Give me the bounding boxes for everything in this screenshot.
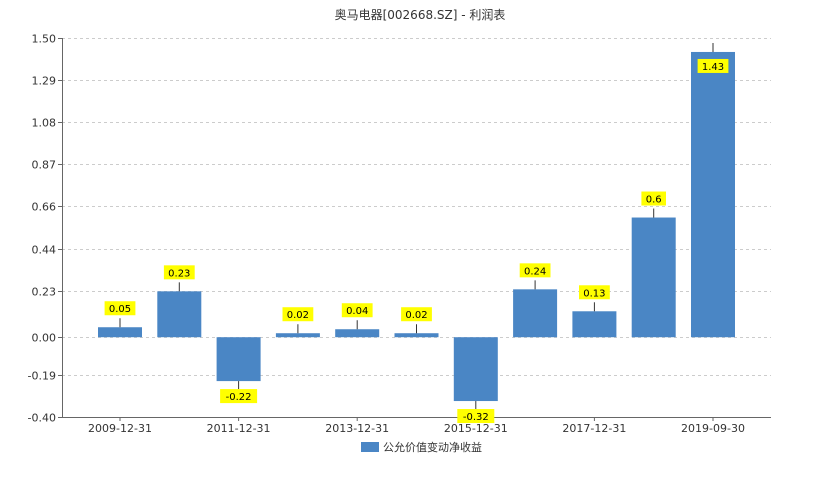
data-label: 0.23: [163, 265, 195, 280]
y-tick-label: 0.23: [32, 286, 57, 299]
x-tick-label: 2017-12-31: [562, 422, 626, 435]
data-label: 0.04: [341, 303, 373, 318]
data-label: -0.32: [457, 409, 495, 424]
legend-label: 公允价值变动净收益: [383, 440, 482, 454]
data-label-background: [163, 265, 195, 280]
x-tick-label: 2015-12-31: [444, 422, 508, 435]
bar[interactable]: [453, 337, 498, 402]
y-tick-label: 1.08: [32, 117, 57, 130]
data-label-text: -0.22: [226, 392, 252, 403]
x-tick-label: 2013-12-31: [325, 422, 389, 435]
data-label-text: -0.32: [463, 412, 489, 423]
data-label-background: [282, 307, 314, 322]
data-label-text: 0.02: [405, 310, 427, 321]
x-tick-label: 2009-12-31: [88, 422, 152, 435]
data-label-background: [697, 58, 729, 73]
data-label-background: [220, 389, 258, 404]
data-label: 0.05: [104, 301, 136, 316]
y-tick-label: 1.29: [32, 75, 57, 88]
data-label: -0.22: [220, 389, 258, 404]
data-label-background: [104, 301, 136, 316]
data-label-text: 0.04: [346, 306, 368, 317]
data-label-text: 0.24: [524, 266, 546, 277]
bar[interactable]: [513, 289, 558, 338]
bars: [98, 42, 735, 410]
bar[interactable]: [394, 333, 439, 338]
data-label-background: [341, 303, 373, 318]
data-label-background: [401, 307, 432, 322]
chart-title: 奥马电器[002668.SZ] - 利润表: [335, 8, 506, 22]
bar[interactable]: [98, 327, 142, 338]
bar[interactable]: [572, 311, 617, 338]
data-label-background: [641, 191, 666, 206]
bar[interactable]: [157, 291, 202, 338]
data-label: 0.13: [579, 285, 610, 300]
y-tick-label: 0.44: [32, 244, 57, 257]
data-label-text: 0.05: [109, 304, 131, 315]
data-label-text: 0.13: [583, 288, 605, 299]
data-label-text: 1.43: [702, 62, 724, 73]
data-label-background: [519, 263, 551, 278]
y-tick-label: -0.40: [28, 412, 56, 425]
x-tick-label: 2019-09-30: [681, 422, 745, 435]
data-label: 0.02: [282, 307, 314, 322]
data-label-text: 0.6: [646, 195, 662, 206]
bar[interactable]: [335, 329, 380, 338]
data-label-background: [457, 409, 495, 424]
bar[interactable]: [216, 337, 261, 382]
data-labels: 0.05 0.23 -0.22 0.02 0.04 0.02 -0.32 0.24 0.13 0.…: [104, 58, 729, 424]
y-tick-label: -0.19: [28, 370, 56, 383]
axes: 1.50 1.29 1.08 0.87 0.66 0.44 0.23 0.00 -0.19 -0.…: [28, 33, 771, 435]
data-label: 0.02: [401, 307, 432, 322]
data-label: 0.24: [519, 263, 551, 278]
bar[interactable]: [691, 51, 735, 338]
y-tick-label: 1.50: [32, 33, 57, 46]
y-tick-label: 0.00: [32, 332, 57, 345]
data-label-background: [579, 285, 610, 300]
data-label: 0.6: [641, 191, 666, 206]
bar[interactable]: [275, 333, 320, 338]
data-label-text: 0.02: [287, 310, 309, 321]
y-tick-label: 0.87: [32, 159, 57, 172]
x-tick-label: 2011-12-31: [207, 422, 271, 435]
y-tick-label: 0.66: [32, 201, 57, 214]
legend-swatch: [361, 442, 379, 452]
data-label: 1.43: [697, 58, 729, 73]
data-label-text: 0.23: [168, 268, 190, 279]
bar[interactable]: [631, 217, 676, 338]
legend[interactable]: 公允价值变动净收益: [361, 440, 482, 454]
